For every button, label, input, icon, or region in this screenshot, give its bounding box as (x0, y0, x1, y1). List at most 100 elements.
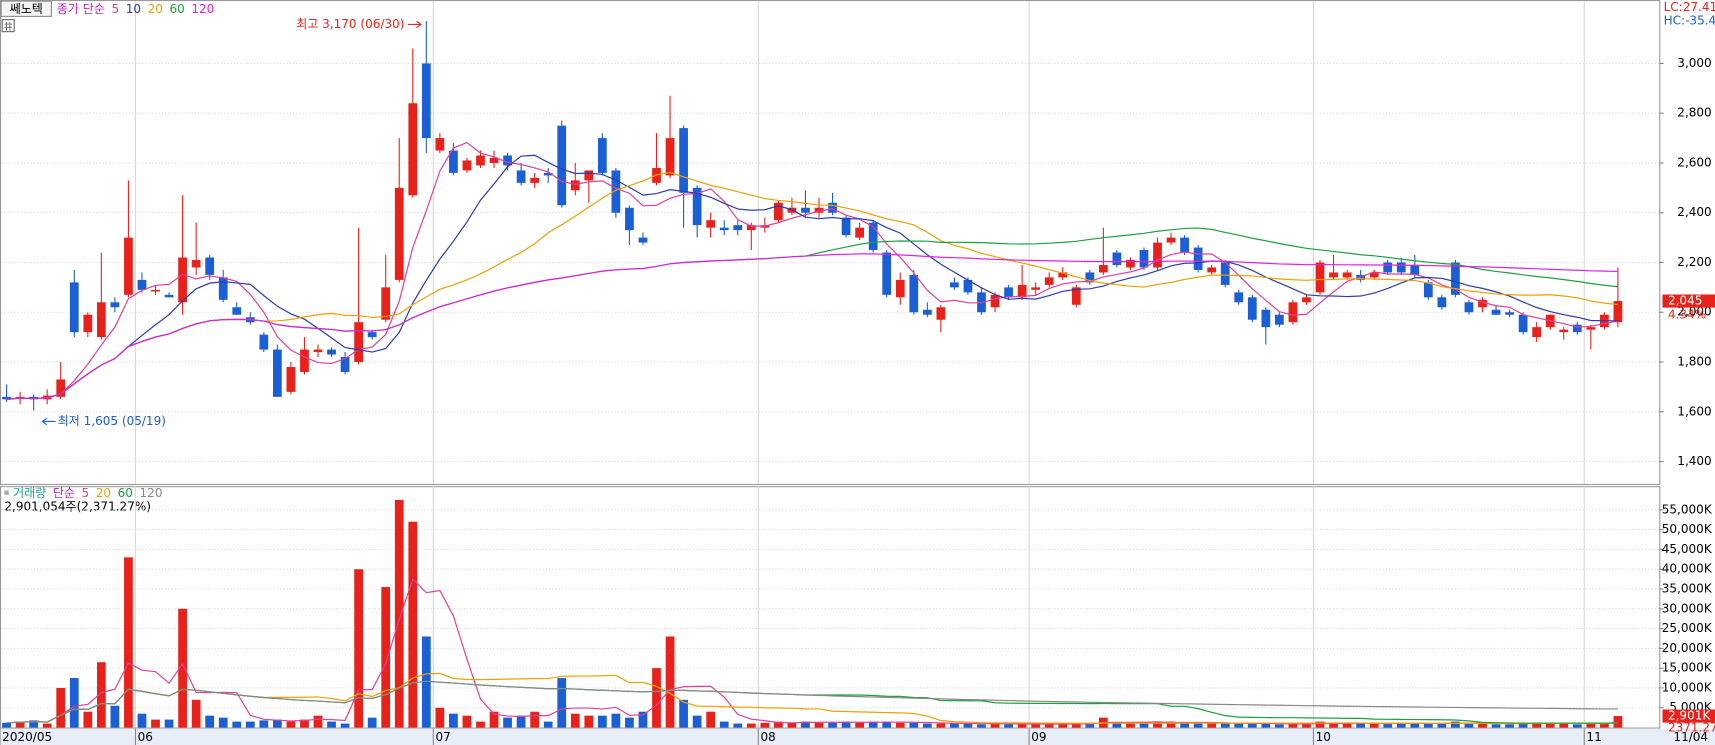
volume-bar (895, 722, 905, 728)
candle-body (1329, 272, 1338, 278)
candle-body (1396, 262, 1406, 273)
candle-body (1126, 259, 1135, 268)
volume-bar (1505, 724, 1514, 728)
candle-body (1410, 264, 1420, 275)
candle-body (1288, 302, 1298, 323)
y-tick-label: 2,200 (1677, 255, 1711, 269)
stock-name: 쎄노텍 (10, 2, 43, 16)
candle-body (354, 322, 363, 363)
volume-bar (1532, 722, 1542, 728)
volume-bar (1085, 723, 1095, 728)
volume-bar (1275, 724, 1284, 728)
volume-bar (1031, 724, 1041, 728)
volume-bar (421, 636, 431, 728)
x-tick-label: 2020/05 (2, 730, 52, 744)
volume-bar (1302, 723, 1311, 728)
candle-body (936, 307, 946, 320)
volume-bar (313, 715, 323, 728)
volume-bar (1207, 722, 1217, 728)
candle-body (868, 222, 878, 251)
volume-bar (435, 707, 445, 728)
candle-body (1342, 272, 1352, 278)
candle-body (1058, 272, 1068, 278)
y-tick-label: 1,800 (1677, 355, 1711, 369)
x-tick-label: 09 (1031, 730, 1046, 744)
candle-body (1518, 314, 1528, 333)
candle-body (814, 207, 824, 213)
candle-body (895, 279, 905, 298)
volume-bar (1315, 721, 1325, 728)
candle-body (963, 279, 973, 293)
volume-bar (218, 717, 228, 728)
volume-tag (1662, 709, 1715, 723)
candle-body (164, 294, 174, 298)
volume-bar (449, 713, 458, 728)
stock-name-box[interactable] (0, 0, 52, 17)
volume-bar (83, 711, 93, 728)
moving-average (6, 672, 1618, 725)
volume-bar (367, 717, 377, 728)
calendar-icon-grid (4, 21, 13, 31)
candle-body (476, 155, 485, 166)
candle-body (462, 160, 472, 171)
volume-bar (232, 721, 242, 728)
volume-bar (327, 721, 336, 728)
candle-body (435, 138, 445, 151)
volume-bar (394, 499, 404, 728)
y-tick-label: 2,800 (1677, 106, 1711, 120)
volume-tag-label: 2,901K (1668, 709, 1711, 723)
volume-bar (96, 662, 106, 728)
volume-panel (0, 486, 1661, 729)
volume-bar (706, 711, 716, 728)
x-end-label: 11/04 (1673, 730, 1708, 744)
volume-bar (1383, 723, 1393, 728)
volume-bar (638, 711, 648, 728)
volume-bar (273, 719, 282, 728)
candle-body (706, 220, 716, 228)
volume-bar (1410, 723, 1420, 728)
volume-bar (205, 715, 215, 728)
candle-body (259, 334, 269, 350)
legend-item: 120 (191, 2, 214, 16)
price-tag-label: 2,045 (1668, 294, 1702, 308)
low-annotation: 최저 1,605 (05/19) (58, 414, 166, 428)
volume-bar (1193, 723, 1203, 728)
volume-bar (15, 721, 25, 728)
legend-item: 120 (140, 486, 163, 500)
candle-body (1085, 272, 1095, 283)
calendar-icon[interactable] (1, 19, 15, 33)
legend-label: 거래량 (13, 486, 46, 500)
candle-body (286, 366, 296, 392)
volume-bar (1369, 723, 1379, 728)
candle-body (733, 225, 743, 231)
high-arrow (407, 20, 422, 29)
candle-body (1451, 262, 1460, 295)
candle-body (841, 217, 851, 236)
volume-bar (489, 711, 499, 728)
volume-info: 2,901,054주(2,371.27%) (4, 499, 151, 513)
volume-bar (746, 723, 756, 728)
volume-bar (164, 719, 174, 728)
lc-label: LC:27.41 (1664, 0, 1715, 14)
candle-body (110, 302, 120, 308)
y-tick-label: 45,000K (1662, 542, 1713, 556)
candle-body (232, 307, 242, 315)
candle-body (394, 187, 404, 280)
volume-bar (1017, 723, 1027, 728)
candle-body (489, 157, 499, 163)
y-tick-label: 2,000 (1677, 305, 1711, 319)
candle-body (1437, 297, 1447, 308)
volume-bar (1559, 723, 1569, 728)
volume-bar (1071, 723, 1081, 728)
candle-body (1044, 277, 1054, 285)
candle-body (801, 207, 810, 213)
candle-body (218, 277, 228, 300)
price-tag (1662, 294, 1715, 308)
candle-body (909, 274, 919, 313)
volume-bar (828, 722, 837, 728)
volume-bar (1166, 721, 1176, 728)
volume-bar (1329, 723, 1338, 728)
